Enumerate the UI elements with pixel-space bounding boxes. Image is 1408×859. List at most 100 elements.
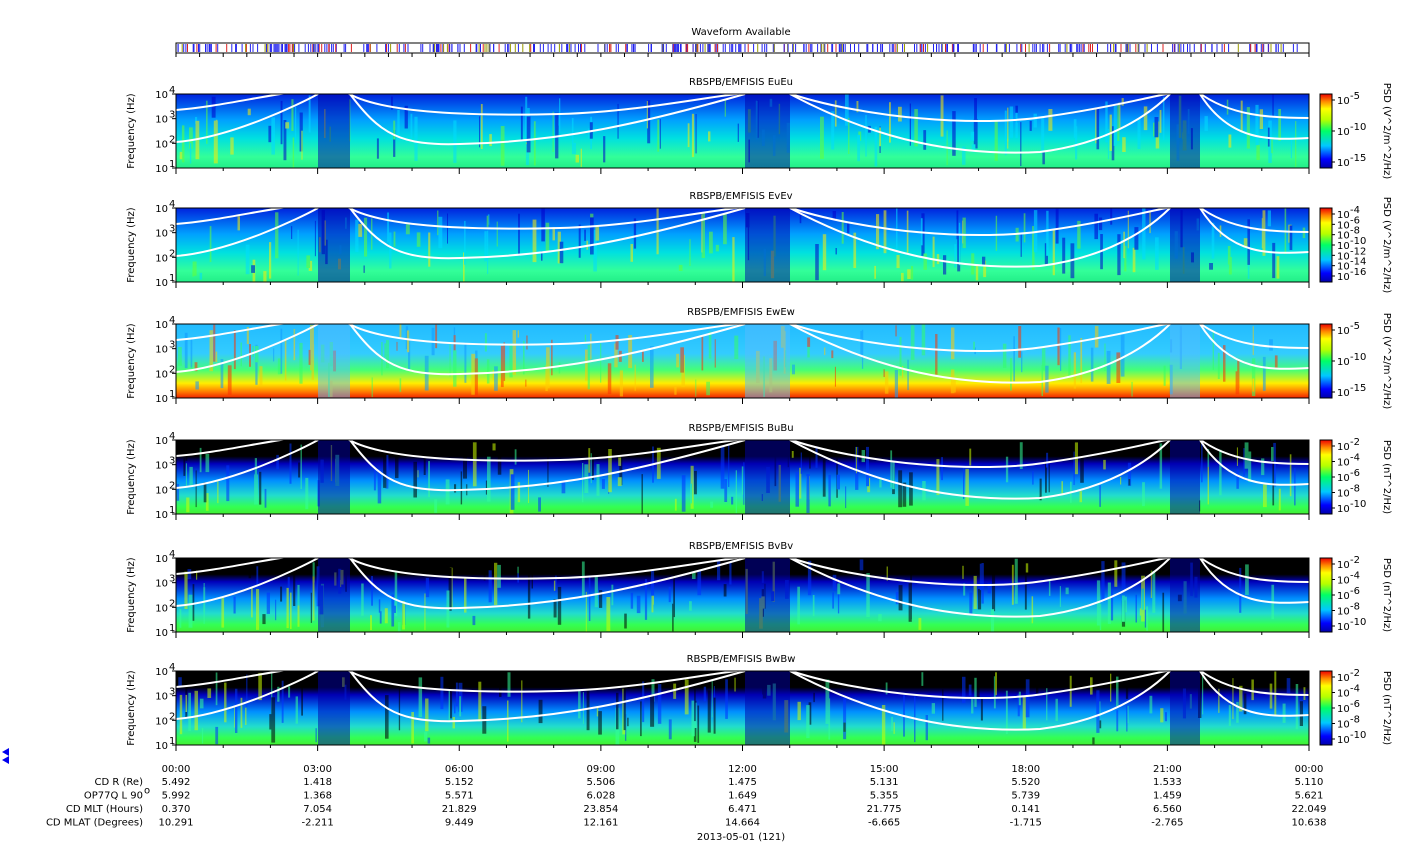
y-tick-label: 10 [155, 394, 168, 405]
spectrogram-streak [196, 570, 198, 580]
spectrogram-streak [385, 455, 389, 489]
spectrogram-streak [474, 358, 478, 396]
spectrogram-streak [384, 608, 388, 624]
scroll-marker-icon[interactable] [2, 748, 9, 764]
spectrogram-streak [1021, 351, 1023, 373]
spectrogram-streak [1007, 138, 1009, 149]
ephemeris-value: -2.765 [1151, 818, 1183, 829]
colorbar-tick-exponent: -8 [1350, 602, 1360, 613]
spectrogram-streak [1274, 355, 1278, 369]
ephemeris-value: 6.471 [728, 804, 757, 815]
spectrogram-streak [885, 682, 888, 695]
spectrogram-streak [479, 116, 480, 148]
spectrogram-streak [492, 443, 496, 451]
spectrogram-streak [615, 335, 619, 350]
spectrogram-streak [584, 334, 587, 343]
spectrogram-streak [962, 220, 964, 244]
spectrogram-streak [743, 462, 745, 505]
spectrogram-streak [879, 127, 881, 147]
spectrogram-streak [545, 222, 550, 252]
ephemeris-label: CD MLT (Hours) [66, 804, 143, 815]
spectrogram-streak [1096, 107, 1100, 150]
spectrogram-streak [1152, 570, 1156, 613]
spectrogram-streak [806, 473, 810, 513]
spectrogram-streak [800, 452, 802, 474]
spectrogram-streak [503, 342, 506, 381]
colorbar-tick-exponent: -6 [1350, 699, 1360, 710]
spectrogram-streak [853, 232, 857, 268]
spectrogram-streak [1263, 484, 1267, 508]
spectrogram-streak [1236, 469, 1239, 489]
spectrogram-streak [205, 454, 210, 473]
spectrogram-streak [1272, 242, 1276, 279]
spectrogram-streak [521, 680, 523, 723]
spectrogram-streak [494, 366, 498, 391]
spectrogram-streak [1022, 695, 1026, 730]
spectrogram-streak [834, 100, 837, 127]
spectrogram-streak [1046, 210, 1049, 256]
spectrogram-streak [1282, 703, 1286, 723]
perigee-region [318, 324, 350, 398]
spectrogram-streak [378, 599, 381, 613]
spectrogram-streak [195, 470, 197, 508]
spectrogram-streak [448, 690, 450, 723]
spectrogram-streak [708, 131, 711, 142]
spectrogram-streak [596, 707, 599, 717]
spectrogram-streak [237, 216, 240, 231]
spectrogram-streak [598, 711, 602, 735]
spectrogram-streak [277, 686, 280, 702]
spectrogram-streak [587, 345, 590, 390]
spectrogram-streak [280, 328, 283, 374]
spectrogram-streak [385, 695, 389, 739]
spectrogram-streak [435, 324, 438, 349]
spectrogram-streak [189, 143, 192, 164]
spectrogram-streak [1240, 100, 1243, 133]
spectrogram-streak [1020, 232, 1022, 257]
spectrogram-streak [922, 481, 926, 501]
spectrogram-streak [807, 337, 811, 347]
spectrogram-streak [1154, 117, 1159, 138]
spectrogram-streak [517, 482, 521, 503]
spectrogram-streak [423, 442, 426, 475]
spectrogram-streak [725, 679, 728, 719]
spectrogram-streak [1114, 560, 1118, 587]
spectrogram-streak [397, 109, 400, 141]
spectrogram-streak [414, 116, 418, 161]
spectrogram-streak [394, 571, 398, 617]
y-tick-label: 10 [155, 510, 168, 521]
spectrogram-streak [517, 566, 519, 576]
spectrogram-streak [1217, 352, 1220, 379]
spectrogram-streak [472, 615, 476, 626]
spectrogram-streak [657, 684, 662, 724]
spectrogram-streak [921, 672, 924, 686]
spectrogram-streak [724, 479, 728, 502]
spectrogram-streak [1065, 587, 1069, 595]
spectrogram-streak [1107, 582, 1111, 624]
spectrogram-streak [619, 370, 623, 397]
spectrogram-streak [936, 459, 940, 496]
spectrogram-streak [1207, 449, 1210, 467]
spectrogram-streak [1276, 256, 1280, 279]
spectrogram-streak [1153, 122, 1155, 137]
spectrogram-streak [1269, 683, 1273, 709]
spectrogram-streak [1135, 594, 1137, 623]
spectrogram-streak [217, 481, 219, 504]
spectrogram-streak [186, 497, 190, 513]
x-tick-label: 09:00 [586, 764, 615, 775]
spectrogram-streak [295, 696, 298, 724]
colorbar-label: PSD (V^2/m^2/Hz) [1381, 313, 1392, 410]
spectrogram-streak [425, 698, 429, 732]
spectrogram-streak [447, 213, 448, 244]
spectrogram-streak [1218, 688, 1220, 713]
y-tick-exponent: 1 [169, 505, 175, 516]
spectrogram-streak [1289, 225, 1293, 250]
colorbar [1319, 557, 1333, 633]
spectrogram-streak [1103, 459, 1106, 470]
spectrogram-streak [1046, 452, 1049, 468]
spectrogram-streak [205, 493, 209, 511]
spectrogram-streak [392, 605, 396, 613]
spectrogram-streak [263, 271, 267, 282]
spectrogram-streak [452, 717, 455, 729]
ephemeris-value: 5.492 [162, 777, 191, 788]
spectrogram-streak [806, 705, 810, 739]
